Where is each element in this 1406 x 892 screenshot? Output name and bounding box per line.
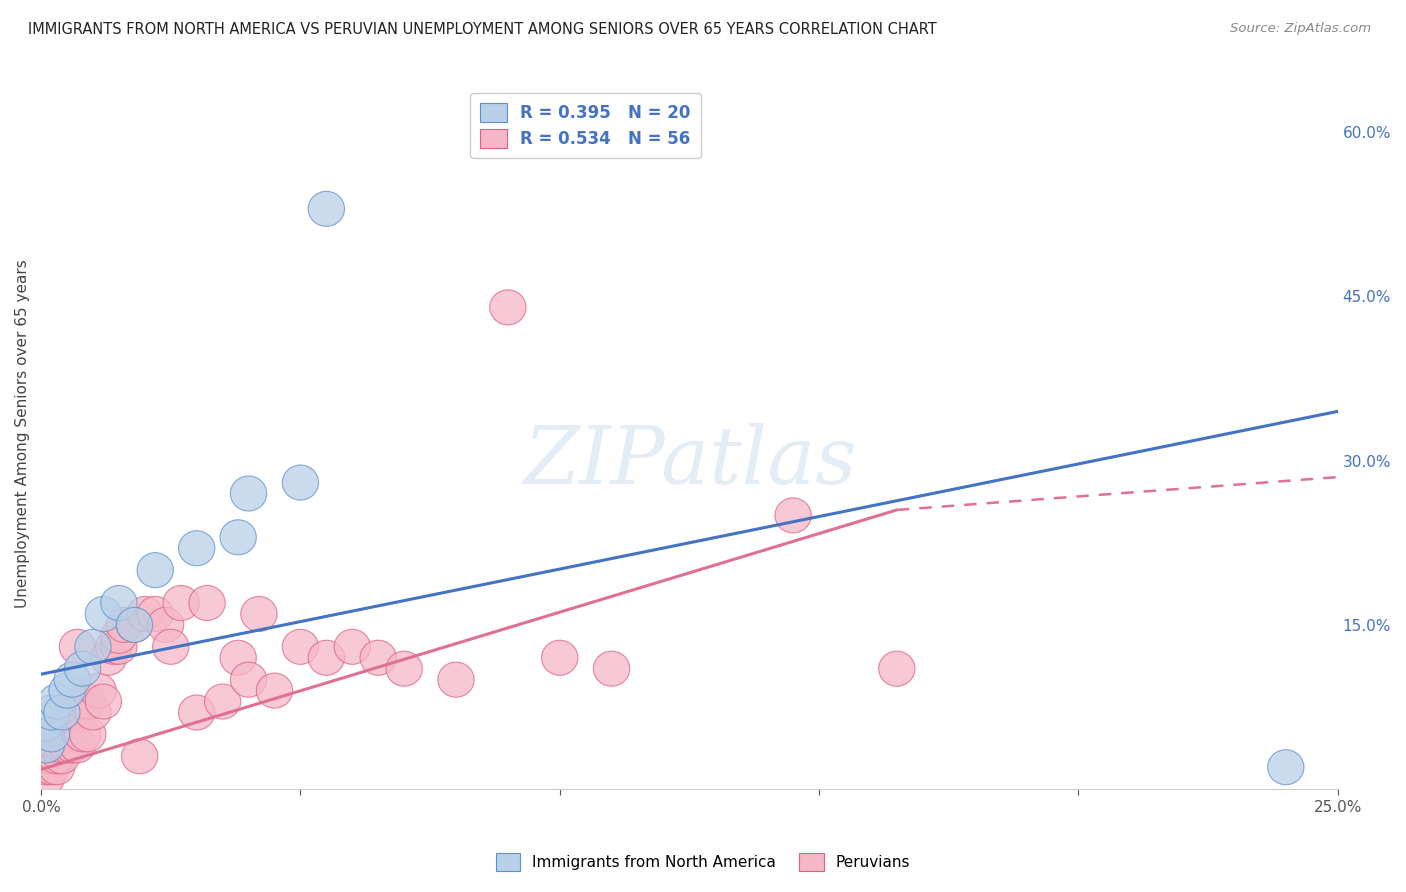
- Ellipse shape: [65, 651, 101, 686]
- Ellipse shape: [437, 662, 474, 698]
- Ellipse shape: [96, 629, 132, 665]
- Ellipse shape: [283, 465, 319, 500]
- Ellipse shape: [136, 597, 173, 632]
- Ellipse shape: [90, 640, 127, 675]
- Ellipse shape: [38, 684, 75, 719]
- Text: ZIPatlas: ZIPatlas: [523, 423, 856, 500]
- Ellipse shape: [44, 695, 80, 730]
- Ellipse shape: [34, 695, 70, 730]
- Ellipse shape: [38, 749, 75, 785]
- Ellipse shape: [80, 673, 117, 708]
- Legend: R = 0.395   N = 20, R = 0.534   N = 56: R = 0.395 N = 20, R = 0.534 N = 56: [471, 93, 700, 158]
- Ellipse shape: [38, 739, 75, 774]
- Ellipse shape: [70, 684, 105, 719]
- Ellipse shape: [86, 684, 121, 719]
- Ellipse shape: [28, 728, 65, 763]
- Ellipse shape: [75, 629, 111, 665]
- Ellipse shape: [593, 651, 630, 686]
- Ellipse shape: [53, 695, 90, 730]
- Ellipse shape: [163, 585, 200, 621]
- Ellipse shape: [53, 728, 90, 763]
- Ellipse shape: [117, 607, 153, 642]
- Ellipse shape: [49, 673, 86, 708]
- Ellipse shape: [136, 553, 173, 588]
- Ellipse shape: [308, 191, 344, 227]
- Ellipse shape: [240, 597, 277, 632]
- Ellipse shape: [49, 728, 86, 763]
- Ellipse shape: [775, 498, 811, 533]
- Ellipse shape: [308, 640, 344, 675]
- Ellipse shape: [75, 695, 111, 730]
- Ellipse shape: [28, 749, 65, 785]
- Ellipse shape: [179, 695, 215, 730]
- Ellipse shape: [256, 673, 292, 708]
- Ellipse shape: [127, 597, 163, 632]
- Ellipse shape: [360, 640, 396, 675]
- Ellipse shape: [59, 695, 96, 730]
- Ellipse shape: [387, 651, 422, 686]
- Ellipse shape: [219, 640, 256, 675]
- Ellipse shape: [101, 629, 136, 665]
- Ellipse shape: [49, 717, 86, 752]
- Ellipse shape: [86, 597, 121, 632]
- Ellipse shape: [34, 717, 70, 752]
- Ellipse shape: [179, 531, 215, 566]
- Text: IMMIGRANTS FROM NORTH AMERICA VS PERUVIAN UNEMPLOYMENT AMONG SENIORS OVER 65 YEA: IMMIGRANTS FROM NORTH AMERICA VS PERUVIA…: [28, 22, 936, 37]
- Ellipse shape: [231, 662, 267, 698]
- Ellipse shape: [204, 684, 240, 719]
- Ellipse shape: [65, 684, 101, 719]
- Ellipse shape: [489, 290, 526, 325]
- Ellipse shape: [335, 629, 370, 665]
- Ellipse shape: [34, 739, 70, 774]
- Ellipse shape: [70, 717, 105, 752]
- Text: Source: ZipAtlas.com: Source: ZipAtlas.com: [1230, 22, 1371, 36]
- Ellipse shape: [28, 761, 65, 796]
- Legend: Immigrants from North America, Peruvians: Immigrants from North America, Peruvians: [486, 844, 920, 880]
- Ellipse shape: [59, 728, 96, 763]
- Ellipse shape: [121, 739, 157, 774]
- Ellipse shape: [44, 728, 80, 763]
- Y-axis label: Unemployment Among Seniors over 65 years: Unemployment Among Seniors over 65 years: [15, 259, 30, 607]
- Ellipse shape: [231, 476, 267, 511]
- Ellipse shape: [101, 585, 136, 621]
- Ellipse shape: [28, 706, 65, 741]
- Ellipse shape: [34, 728, 70, 763]
- Ellipse shape: [44, 717, 80, 752]
- Ellipse shape: [38, 728, 75, 763]
- Ellipse shape: [541, 640, 578, 675]
- Ellipse shape: [65, 717, 101, 752]
- Ellipse shape: [34, 749, 70, 785]
- Ellipse shape: [117, 607, 153, 642]
- Ellipse shape: [1268, 749, 1303, 785]
- Ellipse shape: [153, 629, 188, 665]
- Ellipse shape: [219, 520, 256, 555]
- Ellipse shape: [148, 607, 184, 642]
- Ellipse shape: [28, 739, 65, 774]
- Ellipse shape: [283, 629, 319, 665]
- Ellipse shape: [59, 629, 96, 665]
- Ellipse shape: [188, 585, 225, 621]
- Ellipse shape: [101, 618, 136, 653]
- Ellipse shape: [879, 651, 915, 686]
- Ellipse shape: [53, 662, 90, 698]
- Ellipse shape: [44, 739, 80, 774]
- Ellipse shape: [105, 607, 142, 642]
